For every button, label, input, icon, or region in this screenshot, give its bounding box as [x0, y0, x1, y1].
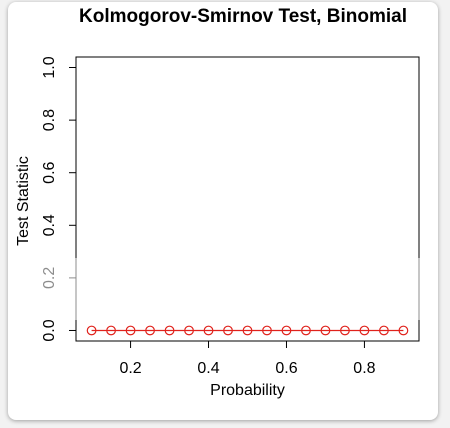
series-layer [86, 325, 409, 336]
plot-frame [75, 56, 420, 342]
data-point [301, 325, 311, 336]
x-axis-title: Probability [210, 382, 285, 399]
x-tick-label: 0.4 [197, 360, 219, 377]
data-point [86, 325, 97, 336]
data-point [359, 325, 370, 336]
chart-title: Kolmogorov-Smirnov Test, Binomial [79, 6, 407, 27]
data-point [320, 325, 331, 336]
data-point [281, 325, 292, 336]
data-point [164, 325, 175, 336]
data-point [145, 325, 155, 336]
x-tick-label: 0.2 [119, 360, 141, 377]
data-point [242, 325, 253, 336]
x-tick-label: 0.6 [275, 360, 297, 377]
data-point [125, 325, 136, 336]
y-tick-label: 0.8 [41, 109, 58, 131]
data-point [262, 325, 272, 336]
data-point [223, 325, 233, 336]
y-tick-label: 0.6 [41, 161, 58, 183]
y-tick-label: 0.2 [41, 267, 58, 289]
data-point [106, 325, 116, 336]
data-point [379, 325, 389, 336]
y-axis-title: Test Statistic [15, 156, 32, 246]
chart-plot: 0.2 0.4 0.6 0.8 0.0 0.2 0.4 0.6 0.8 1.0 Probabil… [15, 56, 420, 399]
chart-figure: Kolmogorov-Smirnov Test, Binomial 0.2 0.4… [8, 2, 438, 420]
y-tick-label: 0.4 [41, 214, 58, 236]
data-point [340, 325, 350, 336]
x-axis: 0.2 0.4 0.6 0.8 [119, 341, 376, 377]
y-axis: 0.0 0.2 0.4 0.6 0.8 1.0 [41, 56, 76, 342]
x-tick-label: 0.8 [353, 360, 375, 377]
data-point [184, 325, 194, 336]
data-point [203, 325, 214, 336]
y-tick-label: 0.0 [41, 319, 58, 341]
data-point [398, 325, 409, 336]
y-tick-label: 1.0 [41, 56, 58, 78]
